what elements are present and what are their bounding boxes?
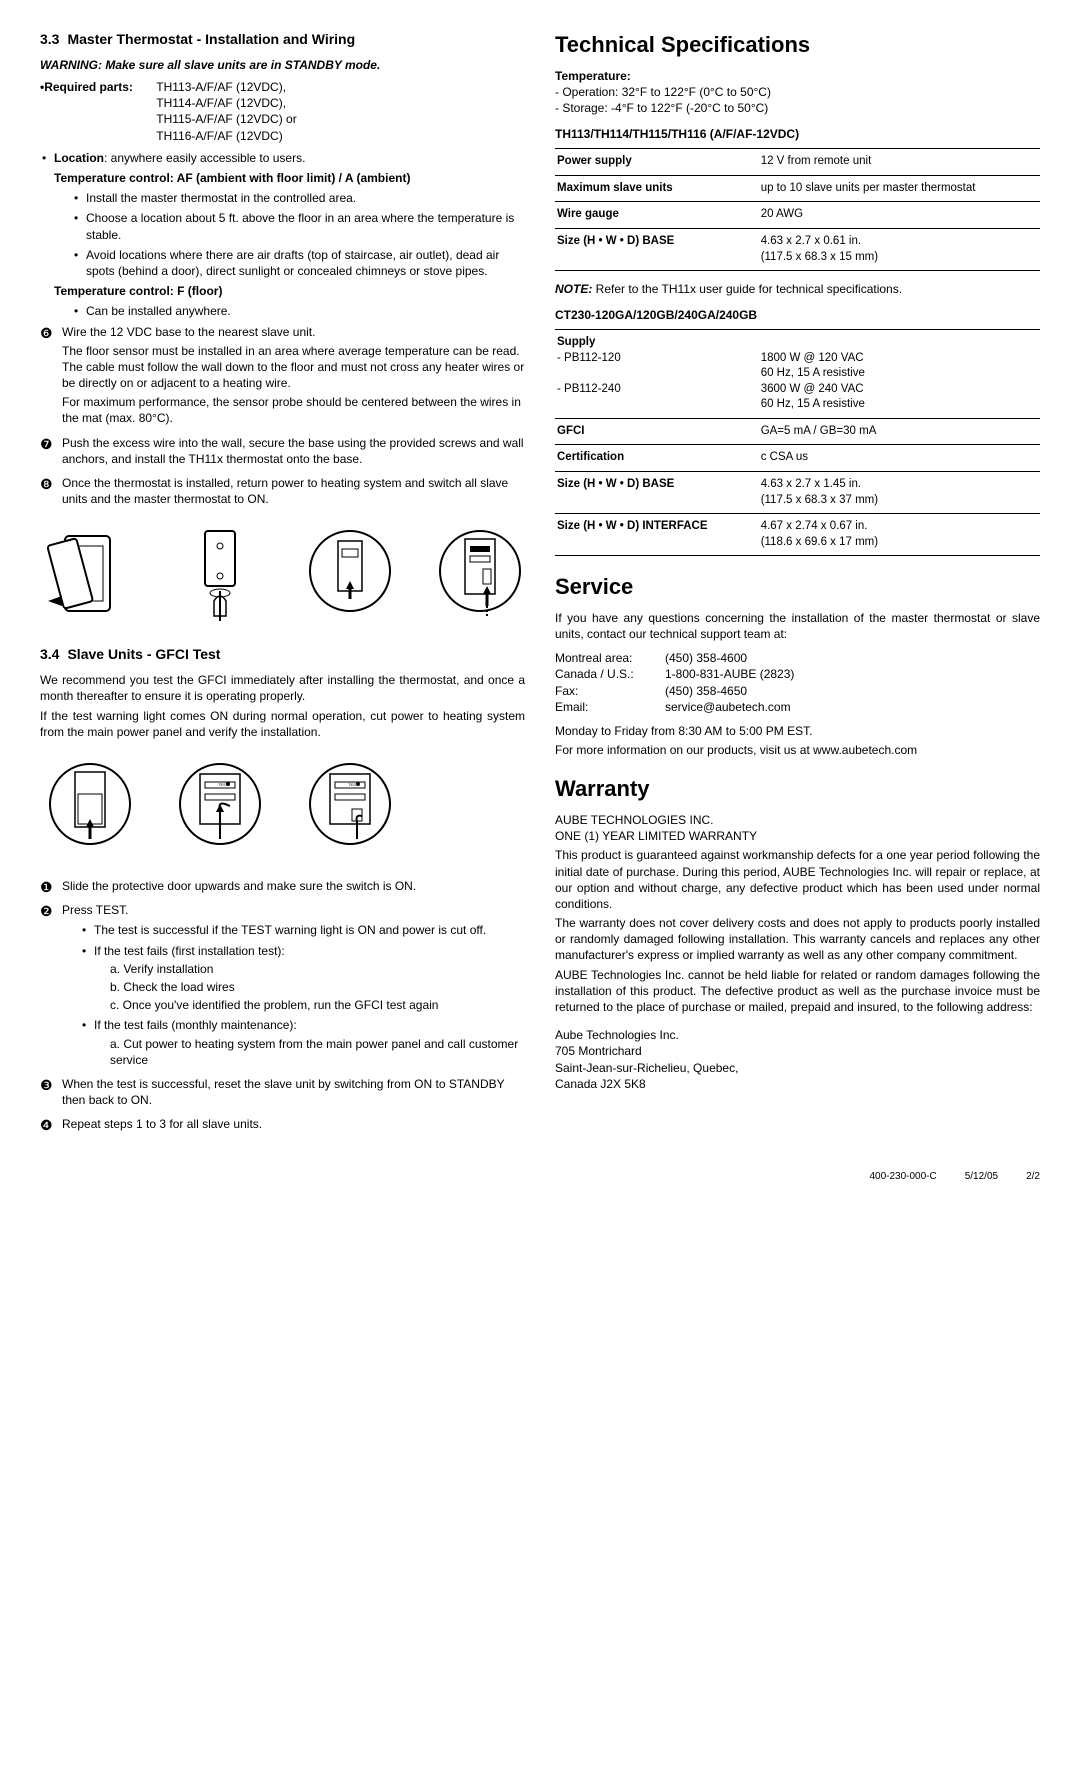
footer-doc: 400-230-000-C bbox=[869, 1170, 936, 1184]
right-column: Technical Specifications Temperature: - … bbox=[555, 30, 1040, 1140]
diagram-thermostat-mount-icon bbox=[40, 521, 140, 631]
svg-text:TEST: TEST bbox=[218, 782, 229, 787]
diagram-row-2: TEST TEST bbox=[40, 754, 525, 864]
warning-text: WARNING: Make sure all slave units are i… bbox=[40, 57, 525, 73]
page-container: 3.3Master Thermostat - Installation and … bbox=[40, 30, 1040, 1140]
diagram-row-1 bbox=[40, 521, 525, 631]
th-header: TH113/TH114/TH115/TH116 (A/F/AF-12VDC) bbox=[555, 126, 1040, 142]
service-title: Service bbox=[555, 572, 1040, 602]
diagram-reset-switch-icon: TEST bbox=[300, 754, 400, 864]
service-hours: Monday to Friday from 8:30 AM to 5:00 PM… bbox=[555, 723, 1040, 739]
diagram-screwdriver-icon bbox=[170, 521, 270, 631]
warranty-p1: This product is guaranteed against workm… bbox=[555, 847, 1040, 912]
numbered-steps-33: ❻Wire the 12 VDC base to the nearest sla… bbox=[40, 324, 525, 508]
footer-date: 5/12/05 bbox=[965, 1170, 998, 1184]
tech-spec-title: Technical Specifications bbox=[555, 30, 1040, 60]
spec-table-2: Supply- PB112-120- PB112-240 1800 W @ 12… bbox=[555, 329, 1040, 556]
contact-table: Montreal area:(450) 358-4600 Canada / U.… bbox=[555, 650, 1040, 715]
spec-table-1: Power supply12 V from remote unit Maximu… bbox=[555, 148, 1040, 271]
diagram-test-button-icon: TEST bbox=[170, 754, 270, 864]
warranty-title: Warranty bbox=[555, 774, 1040, 804]
ct-header: CT230-120GA/120GB/240GA/240GB bbox=[555, 307, 1040, 323]
warranty-p2: The warranty does not cover delivery cos… bbox=[555, 915, 1040, 964]
location-list: Location: anywhere easily accessible to … bbox=[40, 150, 525, 320]
section-3-3-header: 3.3Master Thermostat - Installation and … bbox=[40, 30, 525, 49]
numbered-steps-34: ❶Slide the protective door upwards and m… bbox=[40, 878, 525, 1132]
warranty-company: AUBE TECHNOLOGIES INC. bbox=[555, 812, 1040, 828]
service-intro: If you have any questions concerning the… bbox=[555, 610, 1040, 642]
diagram-slide-door-icon bbox=[40, 754, 140, 864]
section-3-4-header: 3.4Slave Units - GFCI Test bbox=[40, 645, 525, 664]
footer-page: 2/2 bbox=[1026, 1170, 1040, 1184]
diagram-circle-switch-icon bbox=[430, 521, 530, 631]
note-text: NOTE: Refer to the TH11x user guide for … bbox=[555, 281, 1040, 297]
gfci-intro-1: We recommend you test the GFCI immediate… bbox=[40, 672, 525, 704]
temp-block: Temperature: - Operation: 32°F to 122°F … bbox=[555, 68, 1040, 117]
page-footer: 400-230-000-C 5/12/05 2/2 bbox=[40, 1170, 1040, 1184]
warranty-type: ONE (1) YEAR LIMITED WARRANTY bbox=[555, 828, 1040, 844]
svg-text:TEST: TEST bbox=[348, 782, 359, 787]
warranty-address: Aube Technologies Inc. 705 Montrichard S… bbox=[555, 1027, 1040, 1092]
left-column: 3.3Master Thermostat - Installation and … bbox=[40, 30, 525, 1140]
gfci-intro-2: If the test warning light comes ON durin… bbox=[40, 708, 525, 740]
service-more: For more information on our products, vi… bbox=[555, 742, 1040, 758]
warranty-p3: AUBE Technologies Inc. cannot be held li… bbox=[555, 967, 1040, 1016]
diagram-circle-device-icon bbox=[300, 521, 400, 631]
required-parts: •Required parts: TH113-A/F/AF (12VDC), T… bbox=[40, 79, 525, 144]
